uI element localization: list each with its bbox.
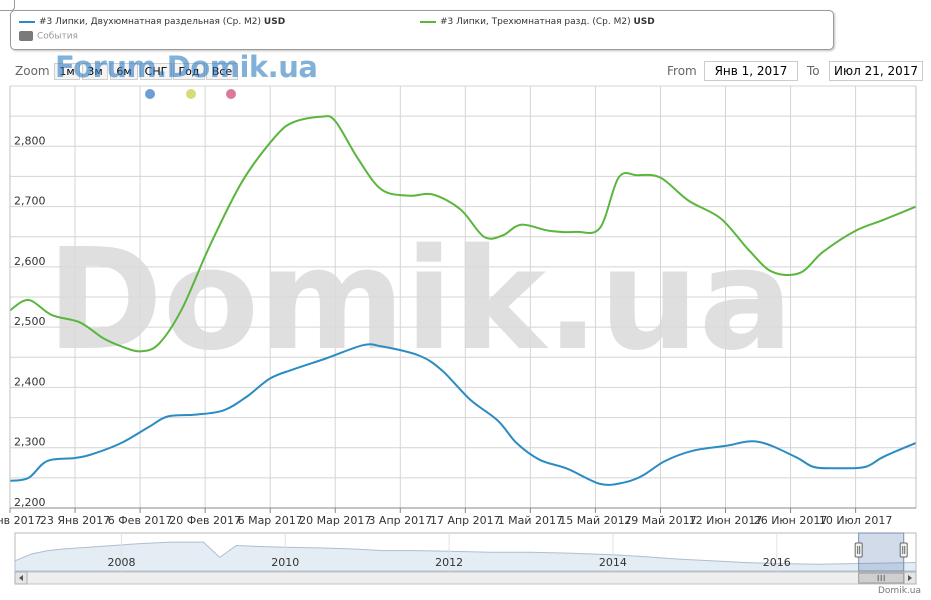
- x-tick-label: 23 Янв 2017: [40, 514, 110, 527]
- navigator-overview-area: [14, 541, 917, 572]
- series-layer: [9, 115, 917, 486]
- scroll-right-icon: [908, 575, 912, 581]
- zoom-ytd-button[interactable]: СНГ: [140, 63, 172, 80]
- navigator-year-label: 2016: [763, 556, 791, 569]
- zoom-year-button[interactable]: Год: [173, 63, 205, 80]
- corner-tab[interactable]: [0, 0, 15, 11]
- zoom-6m-button[interactable]: 6м: [110, 63, 138, 80]
- y-tick-label: 2,200: [14, 496, 46, 509]
- x-tick-label: 12 Июн 2017: [689, 514, 763, 527]
- navigator-right-handle[interactable]: [899, 542, 908, 558]
- series2-swatch: [420, 20, 436, 23]
- scrollbar-track[interactable]: [14, 571, 917, 585]
- y-tick-label: 2,700: [14, 195, 46, 208]
- big-watermark: Domik.ua: [47, 219, 794, 382]
- x-tick-label: 15 Май 2017: [559, 514, 631, 527]
- x-tick-label: 10 Июл 2017: [819, 514, 893, 527]
- from-label: From: [667, 64, 697, 78]
- x-tick-label: 17 Апр 2017: [430, 514, 501, 527]
- x-tick-label: 3 Апр 2017: [368, 514, 432, 527]
- x-tick-label: 6 Фев 2017: [108, 514, 173, 527]
- y-tick-label: 2,300: [14, 436, 46, 449]
- zoom-all-button[interactable]: Все: [206, 63, 238, 80]
- x-tick-label: 6 Мар 2017: [238, 514, 303, 527]
- to-label: To: [807, 64, 820, 78]
- zoom-1m-button[interactable]: 1м: [54, 63, 80, 80]
- navigator-year-label: 2012: [435, 556, 463, 569]
- y-tick-label: 2,800: [14, 134, 46, 147]
- y-tick-label: 2,400: [14, 375, 46, 388]
- from-date-input[interactable]: Янв 1, 2017: [704, 61, 798, 81]
- credit-link[interactable]: Domik.ua: [878, 586, 921, 596]
- event-dot-yellow[interactable]: [186, 89, 196, 99]
- series1-label: #3 Липки, Двухюмнатная раздельная (Ср. М…: [39, 17, 264, 27]
- x-tick-label: 20 Мар 2017: [299, 514, 371, 527]
- navigator: 2008 2010 2012 2014 2016: [14, 532, 917, 585]
- legend-item-series2[interactable]: #3 Липки, Трехюмнатная разд. (Ср. М2) US…: [420, 17, 655, 27]
- navigator-selection[interactable]: [858, 532, 905, 572]
- scroll-left-icon: [19, 575, 23, 581]
- series1-unit: USD: [263, 17, 286, 27]
- x-tick-label: 9 Янв 2017: [0, 514, 42, 527]
- zoom-3m-button[interactable]: 3м: [82, 63, 108, 80]
- y-tick-label: 2,500: [14, 315, 46, 328]
- x-tick-label: 1 Май 2017: [498, 514, 563, 527]
- event-dot-blue[interactable]: [145, 89, 155, 99]
- series1-swatch: [19, 20, 35, 23]
- to-date-input[interactable]: Июл 21, 2017: [829, 61, 923, 81]
- series-line-1[interactable]: [9, 343, 917, 486]
- event-dot-pink[interactable]: [226, 89, 236, 99]
- events-label: События: [37, 31, 78, 42]
- navigator-year-label: 2014: [599, 556, 627, 569]
- events-swatch: [19, 31, 33, 41]
- navigator-year-label: 2008: [107, 556, 135, 569]
- navigator-year-label: 2010: [271, 556, 299, 569]
- y-tick-label: 2,600: [14, 255, 46, 268]
- legend-box: #3 Липки, Двухюмнатная раздельная (Ср. М…: [10, 10, 834, 50]
- zoom-label: Zoom: [15, 64, 50, 78]
- navigator-left-handle[interactable]: [854, 542, 863, 558]
- series2-unit: USD: [633, 17, 655, 27]
- x-tick-label: 29 Май 2017: [624, 514, 696, 527]
- x-tick-label: 20 Фев 2017: [169, 514, 241, 527]
- axis-layer: 2,200 2,300 2,400 2,500 2,600 2,700 2,800 9 Янв…: [0, 86, 917, 527]
- legend-item-events[interactable]: События: [19, 31, 78, 42]
- x-tick-label: 26 Июн 2017: [754, 514, 828, 527]
- series2-label: #3 Липки, Трехюмнатная разд. (Ср. М2): [440, 17, 634, 27]
- legend-item-series1[interactable]: #3 Липки, Двухюмнатная раздельная (Ср. М…: [19, 17, 285, 27]
- series-line-2[interactable]: [9, 115, 917, 353]
